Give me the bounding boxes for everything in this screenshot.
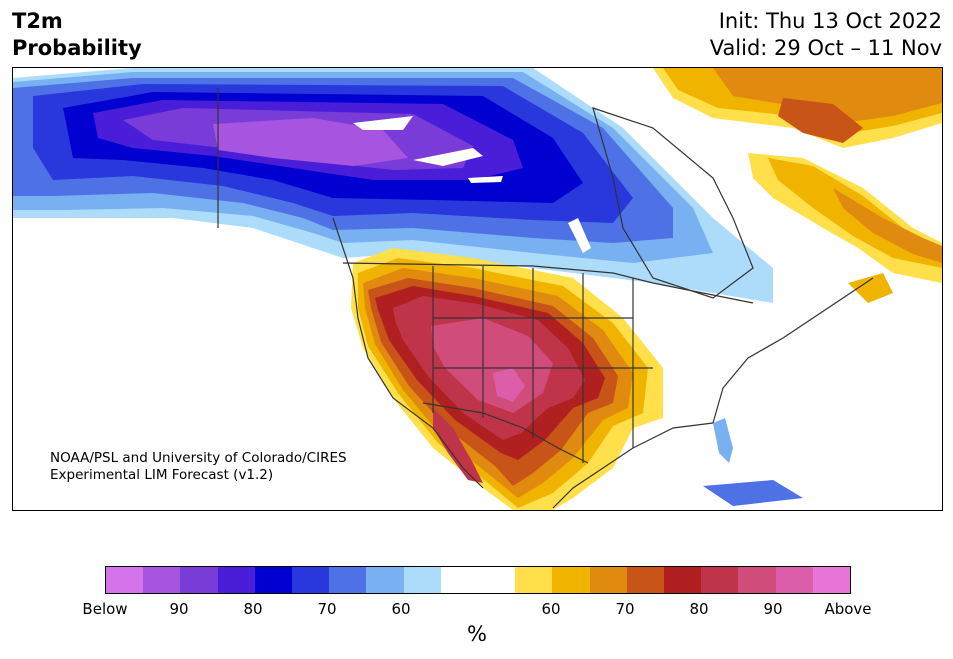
lake-athabasca (468, 176, 503, 183)
map-svg (13, 68, 942, 510)
colorbar (105, 566, 851, 594)
date-block: Init: Thu 13 Oct 2022 Valid: 29 Oct – 11… (710, 8, 942, 62)
gulf-coast (552, 422, 714, 509)
baja-warm (433, 408, 483, 483)
colorbar-bin (106, 567, 144, 593)
greenland-warm-75 (713, 68, 942, 123)
colorbar-bin (589, 567, 627, 593)
colorbar-bin (478, 567, 516, 593)
colorbar-tick-label: 80 (689, 600, 709, 618)
title-block: T2m Probability (12, 8, 142, 62)
colorbar-bin (515, 567, 553, 593)
colorbar-bin (440, 567, 479, 593)
colorbar-bin (738, 567, 776, 593)
lake-winnipeg (568, 218, 591, 253)
colorbar-bin (403, 567, 441, 593)
init-date: Init: Thu 13 Oct 2022 (718, 9, 942, 33)
colorbar-unit: % (467, 622, 487, 646)
colorbar-tick-label: 90 (763, 600, 783, 618)
variable-title: T2m (12, 9, 63, 33)
colorbar-tick-label: Above (824, 600, 872, 618)
colorbar-bin (701, 567, 739, 593)
colorbar-bin (626, 567, 665, 593)
colorbar-tick-label: 60 (391, 600, 411, 618)
caribbean-cold (703, 480, 803, 506)
colorbar-tick-label: 70 (317, 600, 337, 618)
product-title: Probability (12, 36, 142, 60)
colorbar-bin (143, 567, 181, 593)
colorbar-bin (552, 567, 590, 593)
cold-contour-99 (213, 118, 408, 166)
colorbar-bin (664, 567, 702, 593)
lakes (353, 116, 591, 253)
colorbar-bin (329, 567, 367, 593)
colorbar-tick-label: 80 (243, 600, 263, 618)
borders (217, 88, 874, 509)
credit-text: NOAA/PSL and University of Colorado/CIRE… (50, 450, 347, 484)
west-coast (332, 217, 484, 489)
florida-cold (713, 418, 733, 463)
east-coast (712, 277, 874, 424)
labrador-warm-75 (833, 188, 942, 263)
colorbar-bin (775, 567, 813, 593)
colorbar-tick-label: Below (82, 600, 128, 618)
us-state-lines (432, 266, 653, 463)
valid-period: Valid: 29 Oct – 11 Nov (709, 36, 942, 60)
nova-scotia-warm (848, 273, 893, 303)
colorbar-bin (254, 567, 293, 593)
colorbar-bin (292, 567, 330, 593)
hudson-bay (592, 107, 754, 299)
credit-line-1: NOAA/PSL and University of Colorado/CIRE… (50, 450, 347, 466)
colorbar-bin (180, 567, 218, 593)
great-bear-lake (353, 116, 413, 130)
colorbar-bin (217, 567, 255, 593)
forecast-map: NOAA/PSL and University of Colorado/CIRE… (12, 67, 943, 511)
colorbar-bin (366, 567, 404, 593)
us-mexico-border (422, 402, 589, 464)
colorbar-tick-label: 90 (169, 600, 189, 618)
warm-contour-99 (493, 368, 525, 402)
colorbar-bin (812, 567, 851, 593)
above-normal-region (351, 68, 942, 510)
credit-line-2: Experimental LIM Forecast (v1.2) (50, 467, 274, 483)
great-slave-lake (413, 148, 483, 166)
colorbar-tick-label: 60 (541, 600, 561, 618)
greenland-warm-80 (778, 98, 863, 143)
colorbar-tick-label: 70 (615, 600, 635, 618)
